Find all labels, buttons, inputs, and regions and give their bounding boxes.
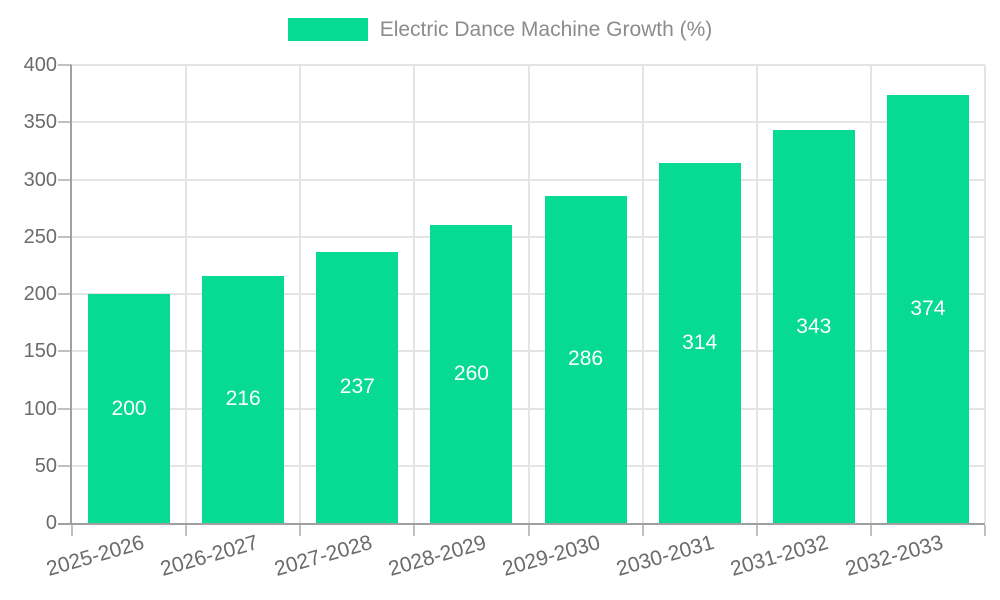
gridline-vertical <box>299 65 302 523</box>
x-tick <box>984 525 986 536</box>
x-axis-category-label: 2029-2030 <box>500 531 603 581</box>
gridline-vertical <box>755 65 758 523</box>
bar-value-label: 200 <box>111 396 147 420</box>
x-axis-category-label: 2027-2028 <box>271 531 375 581</box>
x-tick <box>755 525 758 536</box>
x-tick <box>71 525 73 536</box>
y-axis-tick-label: 200 <box>23 283 57 305</box>
bar-value-label: 374 <box>910 296 946 320</box>
x-axis-line <box>58 523 985 525</box>
x-tick <box>527 525 530 536</box>
x-tick <box>413 525 416 536</box>
legend-swatch <box>287 18 368 41</box>
y-axis-tick-label: 250 <box>23 225 57 248</box>
x-axis-category-label: 2031-2032 <box>728 531 832 581</box>
bar <box>430 225 513 523</box>
x-axis-category-label: 2026-2027 <box>157 531 261 581</box>
y-axis-line <box>70 65 72 525</box>
x-tick <box>641 525 644 536</box>
x-axis-category-label: 2028-2029 <box>385 531 489 581</box>
y-tick <box>58 350 72 353</box>
y-tick <box>58 293 72 295</box>
y-axis-tick-label: 400 <box>23 54 57 76</box>
y-axis-tick-label: 100 <box>23 397 57 420</box>
y-tick <box>58 407 72 410</box>
bar-value-label: 343 <box>796 314 832 338</box>
bar-value-label: 260 <box>453 362 489 386</box>
y-axis-tick-label: 300 <box>23 168 57 191</box>
x-axis-category-label: 2032-2033 <box>842 531 946 581</box>
x-tick <box>185 525 188 536</box>
bar <box>772 130 855 523</box>
gridline-vertical <box>527 65 530 523</box>
legend-label: Electric Dance Machine Growth (%) <box>379 18 713 41</box>
bar-value-label: 237 <box>339 375 375 399</box>
x-tick <box>869 525 872 536</box>
y-axis-tick-label: 0 <box>45 512 57 534</box>
bar-value-label: 286 <box>568 347 604 371</box>
y-tick <box>58 121 72 124</box>
y-axis-tick-label: 350 <box>23 111 57 134</box>
bar <box>658 163 741 523</box>
gridline-vertical <box>869 65 872 523</box>
bar <box>88 294 171 523</box>
bar-value-label: 314 <box>682 331 718 355</box>
y-tick <box>58 464 72 467</box>
y-tick <box>58 178 72 181</box>
x-axis-category-label: 2030-2031 <box>614 531 718 581</box>
y-tick <box>58 235 72 238</box>
bar <box>886 94 969 523</box>
x-axis-category-label: 2025-2026 <box>43 531 147 581</box>
chart-legend[interactable]: Electric Dance Machine Growth (%) <box>0 18 1000 41</box>
y-axis-tick-label: 150 <box>23 340 57 363</box>
bar <box>316 251 399 523</box>
gridline-vertical <box>984 65 986 523</box>
x-tick <box>299 525 302 536</box>
bar-value-label: 216 <box>225 387 261 411</box>
bar <box>544 195 627 523</box>
y-tick <box>58 64 72 66</box>
gridline-vertical <box>641 65 644 523</box>
bar <box>202 275 285 523</box>
y-axis-tick-label: 50 <box>34 454 57 477</box>
gridline-vertical <box>185 65 188 523</box>
gridline-vertical <box>413 65 416 523</box>
